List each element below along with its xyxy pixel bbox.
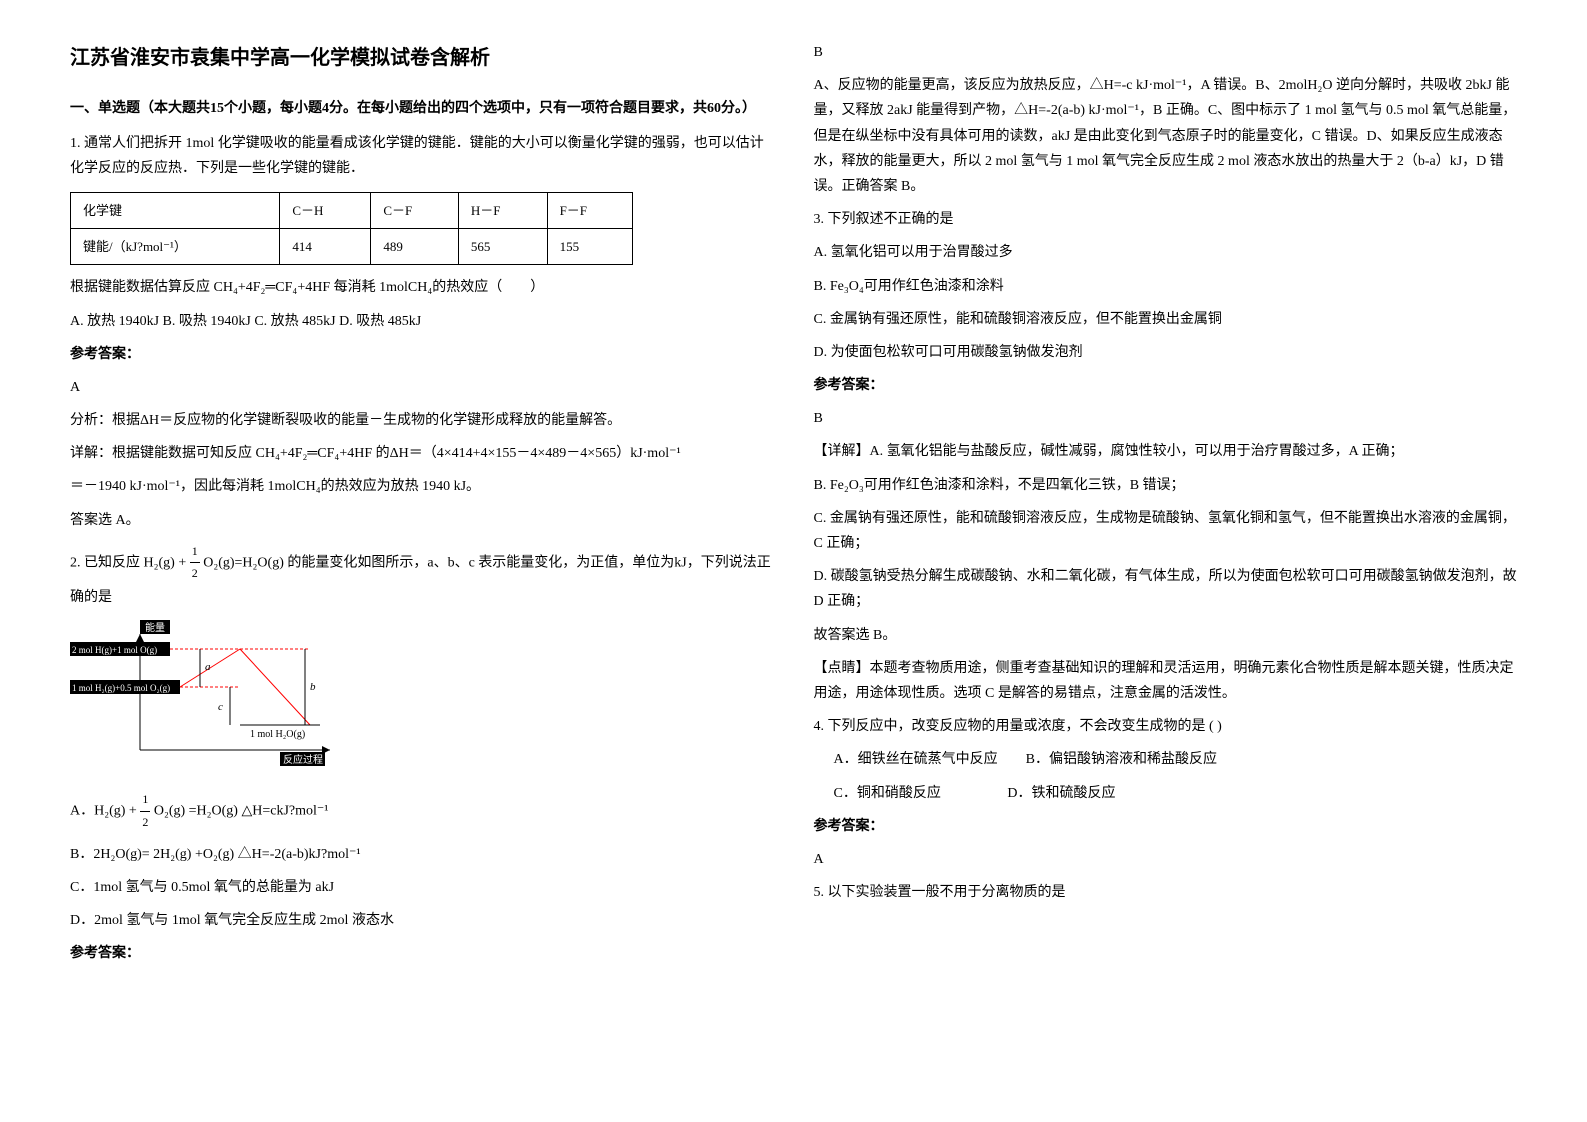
q4-options-row1: A．细铁丝在硫蒸气中反应 B．偏铝酸钠溶液和稀盐酸反应 xyxy=(834,747,1518,772)
q2-text: 2. 已知反应 H₂(g) + 12 O₂(g)=H₂O(g) 的能量变化如图所… xyxy=(70,541,774,610)
table-cell: 155 xyxy=(547,228,632,264)
energy-diagram-svg: 能量 2 mol H(g)+1 mol O(g) 1 mol H₂(g)+0.5… xyxy=(70,620,350,770)
table-cell: 565 xyxy=(458,228,547,264)
q3-answer: B xyxy=(814,406,1518,431)
q1-detail: 详解：根据键能数据可知反应 CH₄+4F₂═CF₄+4HF 的ΔH＝（4×414… xyxy=(70,441,774,466)
q1-answer: A xyxy=(70,375,774,400)
table-cell: 键能/（kJ?mol⁻¹） xyxy=(71,228,280,264)
q1-text: 1. 通常人们把拆开 1mol 化学键吸收的能量看成该化学键的键能．键能的大小可… xyxy=(70,131,774,181)
q1-options: A. 放热 1940kJ B. 吸热 1940kJ C. 放热 485kJ D.… xyxy=(70,309,774,334)
q3-detailB: B. Fe₂O₃可用作红色油漆和涂料，不是四氧化三铁，B 错误； xyxy=(814,473,1518,498)
q1-detail2: ＝－1940 kJ·mol⁻¹，因此每消耗 1molCH₄的热效应为放热 194… xyxy=(70,474,774,499)
fraction-half: 12 xyxy=(140,789,150,833)
q2-optC: C．1mol 氢气与 0.5mol 氧气的总能量为 akJ xyxy=(70,875,774,900)
table-cell: 414 xyxy=(280,228,371,264)
left-column: 江苏省淮安市袁集中学高一化学模拟试卷含解析 一、单选题（本大题共15个小题，每小… xyxy=(50,40,794,1082)
table-header: 化学键 xyxy=(71,192,280,228)
q3-optA: A. 氢氧化铝可以用于治胃酸过多 xyxy=(814,240,1518,265)
svg-text:能量: 能量 xyxy=(145,621,165,634)
answer-label: 参考答案： xyxy=(814,373,1518,398)
table-header: C－F xyxy=(371,192,459,228)
q1-analysis: 分析：根据ΔH＝反应物的化学键断裂吸收的能量－生成物的化学键形成释放的能量解答。 xyxy=(70,408,774,433)
level3-label: 1 mol H₂O(g) xyxy=(250,729,305,740)
svg-text:反应过程: 反应过程 xyxy=(283,753,323,766)
q1-conclusion: 答案选 A。 xyxy=(70,508,774,533)
answer-label: 参考答案： xyxy=(70,342,774,367)
q4-answer: A xyxy=(814,847,1518,872)
level1-label: 2 mol H(g)+1 mol O(g) xyxy=(72,645,157,655)
q3-optD: D. 为使面包松软可口可用碳酸氢钠做发泡剂 xyxy=(814,340,1518,365)
table-header: C－H xyxy=(280,192,371,228)
q4-options-row2: C．铜和硝酸反应 D．铁和硫酸反应 xyxy=(834,781,1518,806)
fraction-half: 12 xyxy=(190,541,200,585)
q4-optC: C．铜和硝酸反应 xyxy=(834,786,941,801)
q3-optB: B. Fe₃O₄可用作红色油漆和涂料 xyxy=(814,274,1518,299)
svg-text:b: b xyxy=(310,681,316,693)
table-header: F－F xyxy=(547,192,632,228)
q3-detailA: 【详解】A. 氢氧化铝能与盐酸反应，碱性减弱，腐蚀性较小，可以用于治疗胃酸过多，… xyxy=(814,439,1518,464)
q2-explain: A、反应物的能量更高，该反应为放热反应，△H=-c kJ·mol⁻¹，A 错误。… xyxy=(814,73,1518,199)
svg-text:a: a xyxy=(205,661,211,673)
q4-optB: B．偏铝酸钠溶液和稀盐酸反应 xyxy=(1026,752,1217,767)
document-title: 江苏省淮安市袁集中学高一化学模拟试卷含解析 xyxy=(70,40,774,76)
right-column: B A、反应物的能量更高，该反应为放热反应，△H=-c kJ·mol⁻¹，A 错… xyxy=(794,40,1538,1082)
svg-text:c: c xyxy=(218,701,223,713)
answer-label: 参考答案： xyxy=(814,814,1518,839)
q4-text: 4. 下列反应中，改变反应物的用量或浓度，不会改变生成物的是 ( ) xyxy=(814,714,1518,739)
bond-energy-table: 化学键 C－H C－F H－F F－F 键能/（kJ?mol⁻¹） 414 48… xyxy=(70,192,633,266)
q2-optB: B．2H₂O(g)= 2H₂(g) +O₂(g) △H=-2(a-b)kJ?mo… xyxy=(70,842,774,867)
q2-optA: A．H₂(g) + 12 O₂(g) =H₂O(g) △H=ckJ?mol⁻¹ xyxy=(70,789,774,833)
answer-label: 参考答案： xyxy=(70,941,774,966)
q2-optD: D．2mol 氢气与 1mol 氧气完全反应生成 2mol 液态水 xyxy=(70,908,774,933)
q2-answer: B xyxy=(814,40,1518,65)
q2-prefix: 2. 已知反应 H₂(g) + xyxy=(70,555,190,570)
q1-prompt: 根据键能数据估算反应 CH₄+4F₂═CF₄+4HF 每消耗 1molCH₄的热… xyxy=(70,275,774,300)
table-data-row: 键能/（kJ?mol⁻¹） 414 489 565 155 xyxy=(71,228,633,264)
table-cell: 489 xyxy=(371,228,459,264)
q4-optA: A．细铁丝在硫蒸气中反应 xyxy=(834,752,998,767)
q3-optC: C. 金属钠有强还原性，能和硫酸铜溶液反应，但不能置换出金属铜 xyxy=(814,307,1518,332)
section-header: 一、单选题（本大题共15个小题，每小题4分。在每小题给出的四个选项中，只有一项符… xyxy=(70,96,774,121)
level2-label: 1 mol H₂(g)+0.5 mol O₂(g) xyxy=(72,683,170,693)
q3-conclusion: 故答案选 B。 xyxy=(814,623,1518,648)
table-header-row: 化学键 C－H C－F H－F F－F xyxy=(71,192,633,228)
q5-text: 5. 以下实验装置一般不用于分离物质的是 xyxy=(814,880,1518,905)
q3-note: 【点睛】本题考查物质用途，侧重考查基础知识的理解和灵活运用，明确元素化合物性质是… xyxy=(814,656,1518,706)
energy-diagram: 能量 2 mol H(g)+1 mol O(g) 1 mol H₂(g)+0.5… xyxy=(70,620,774,779)
q3-detailD: D. 碳酸氢钠受热分解生成碳酸钠、水和二氧化碳，有气体生成，所以为使面包松软可口… xyxy=(814,564,1518,614)
table-header: H－F xyxy=(458,192,547,228)
q4-optD: D．铁和硫酸反应 xyxy=(1007,786,1115,801)
q3-text: 3. 下列叙述不正确的是 xyxy=(814,207,1518,232)
q3-detailC: C. 金属钠有强还原性，能和硫酸铜溶液反应，生成物是硫酸钠、氢氧化铜和氢气，但不… xyxy=(814,506,1518,556)
